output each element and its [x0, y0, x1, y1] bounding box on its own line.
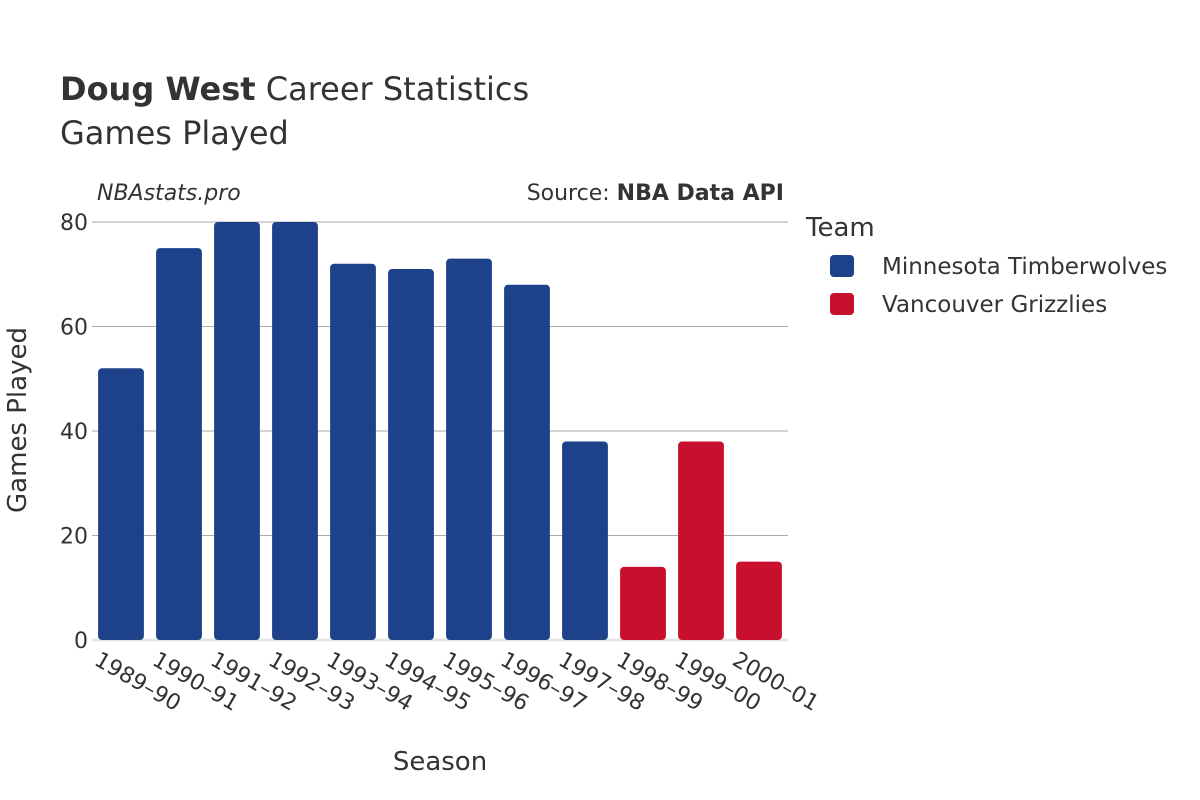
- x-axis-title: Season: [393, 747, 487, 777]
- chart-title: Doug West Career Statistics: [60, 70, 529, 108]
- y-axis-title: Games Played: [3, 327, 33, 513]
- bar: [330, 263, 376, 640]
- bar: [678, 441, 724, 640]
- source-name: NBA Data API: [617, 181, 784, 206]
- y-axis-ticks: 0 20 40 60 80: [60, 211, 88, 654]
- bar: [156, 248, 202, 640]
- legend-label: Minnesota Timberwolves: [882, 254, 1167, 280]
- legend-swatch: [830, 255, 854, 277]
- bar: [98, 368, 144, 640]
- source-label: Source: NBA Data API: [527, 181, 784, 206]
- brand-label: NBAstats.pro: [97, 181, 241, 206]
- legend-swatch: [830, 293, 854, 315]
- bar: [272, 222, 318, 640]
- legend: Team Minnesota Timberwolves Vancouver Gri…: [805, 213, 1167, 318]
- chart-title-rest: Career Statistics: [256, 70, 530, 108]
- legend-title: Team: [805, 213, 875, 243]
- bar: [562, 441, 608, 640]
- x-axis-ticks: 1989–901990–911991–921992–931993–941994–…: [90, 648, 823, 717]
- y-tick-label: 80: [60, 211, 88, 236]
- bar: [446, 258, 492, 640]
- bar: [736, 561, 782, 640]
- y-tick-label: 20: [60, 525, 88, 550]
- chart-subtitle: Games Played: [60, 114, 289, 152]
- bars: [98, 222, 782, 640]
- chart-title-bold: Doug West: [60, 70, 256, 108]
- y-tick-label: 0: [74, 629, 88, 654]
- bar: [620, 566, 666, 640]
- legend-label: Vancouver Grizzlies: [882, 292, 1107, 318]
- bar: [504, 284, 550, 640]
- y-tick-label: 60: [60, 316, 88, 341]
- bar: [214, 222, 260, 640]
- source-prefix: Source:: [527, 181, 617, 206]
- y-tick-label: 40: [60, 420, 88, 445]
- bar: [388, 269, 434, 640]
- gridlines: [92, 221, 788, 642]
